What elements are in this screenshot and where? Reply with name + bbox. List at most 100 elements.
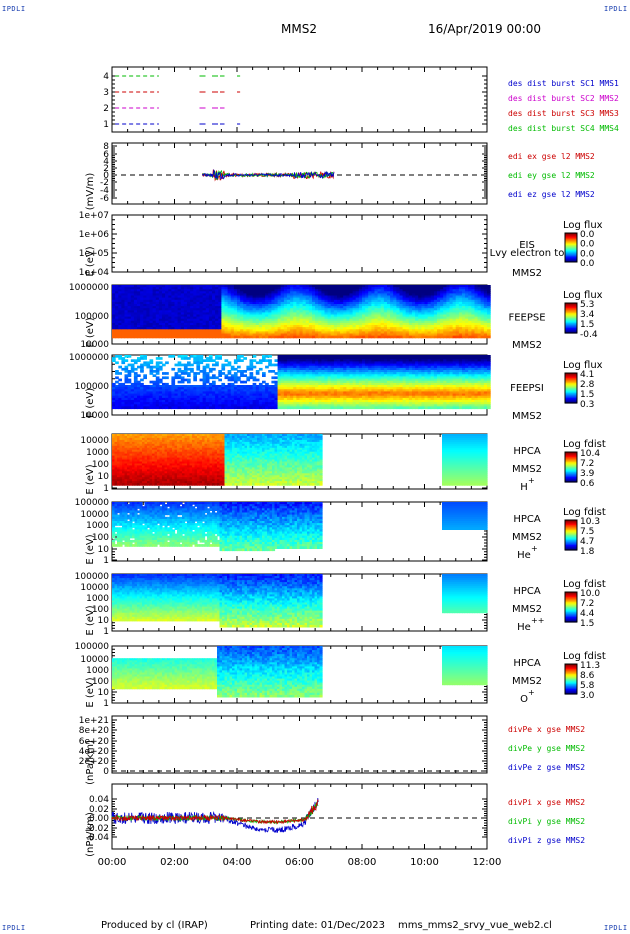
spectro-cell-feepse — [180, 310, 185, 313]
spectro-cell-feepsi — [227, 370, 232, 373]
spectro-cell-feepsi — [168, 385, 172, 388]
spectro-cell-feepse — [158, 297, 163, 301]
spectro-cell-feepse — [299, 327, 304, 330]
spectro-cell-feepse — [449, 314, 454, 318]
spectro-cell-feepse — [208, 318, 213, 322]
spectro-cell-feepse — [243, 285, 247, 288]
spectro-cell-feepse — [465, 289, 469, 292]
spectro-cell-feepsi — [262, 357, 266, 360]
ytick-label-eis: 1e+05 — [79, 249, 109, 259]
spectro-cell-feepsi — [246, 395, 251, 399]
spectro-cell-feepse — [468, 312, 472, 316]
spectro-cell-feepse — [393, 293, 397, 297]
spectro-cell-feepse — [262, 314, 266, 318]
spectro-cell-feepse — [230, 329, 235, 332]
spectro-cell-feepse — [383, 329, 388, 332]
spectro-cell-feepsi — [177, 404, 182, 407]
spectro-cell-feepse — [452, 289, 457, 292]
spectro-cell-feepse — [215, 295, 219, 299]
spectro-cell-feepsi — [258, 385, 263, 388]
spectro-cell-feepse — [330, 297, 335, 301]
spectro-cell-feepse — [115, 327, 119, 330]
spectro-cell-feepse — [143, 322, 147, 326]
spectro-cell-feepsi — [227, 376, 232, 380]
spectro-cell-feepse — [465, 318, 469, 322]
spectro-cell-feepse — [299, 293, 304, 297]
spectro-cell-feepse — [440, 318, 444, 322]
spectro-cell-feepse — [212, 293, 216, 297]
spectro-cell-feepse — [374, 325, 379, 328]
spectro-cell-feepse — [262, 325, 266, 328]
spectro-cell-feepsi — [233, 393, 238, 397]
spectro-cell-feepse — [137, 333, 141, 337]
spectro-cell-feepse — [321, 318, 326, 322]
spectro-cell-feepse — [415, 304, 419, 307]
spectro-cell-feepse — [327, 285, 332, 288]
spectro-cell-feepse — [487, 318, 491, 322]
spectro-cell-feepse — [405, 318, 410, 322]
spectro-cell-feepse — [330, 310, 335, 313]
spectro-cell-feepse — [130, 301, 135, 305]
spectro-cell-feepse — [162, 312, 166, 316]
spectro-cell-feepsi — [262, 389, 266, 392]
spectro-cell-feepse — [237, 325, 241, 328]
spectro-cell-feepse — [468, 304, 472, 307]
spectro-cell-feepsi — [190, 402, 194, 405]
spectro-cell-feepse — [412, 335, 416, 339]
spectro-cell-feepse — [171, 299, 176, 303]
spectro-cell-feepse — [308, 316, 313, 320]
spectro-cell-feepse — [312, 301, 316, 305]
spectro-cell-feepse — [249, 293, 254, 297]
spectro-cell-feepse — [415, 299, 419, 303]
spectro-cell-feepse — [399, 304, 404, 307]
spectro-cell-feepse — [202, 322, 207, 326]
spectro-cell-feepsi — [183, 367, 188, 371]
spectro-cell-feepse — [243, 295, 247, 299]
ytick-label-divpe: 0 — [103, 767, 109, 777]
spectro-cell-feepse — [240, 327, 244, 330]
spectro-cell-feepse — [265, 293, 269, 297]
spectro-cell-feepse — [455, 322, 460, 326]
spectro-cell-feepse — [121, 301, 126, 305]
spectro-cell-feepsi — [118, 402, 122, 405]
spectro-cell-feepse — [352, 293, 357, 297]
spectro-cell-feepse — [127, 322, 132, 326]
spectro-cell-feepsi — [202, 395, 207, 399]
spectro-cell-feepse — [237, 295, 241, 299]
spectro-cell-feepsi — [137, 359, 141, 362]
spectro-cell-feepse — [483, 291, 488, 294]
spectro-cell-feepsi — [130, 402, 135, 405]
spectro-cell-feepsi — [252, 355, 257, 358]
spectro-cell-feepse — [421, 316, 426, 320]
spectro-cell-feepse — [133, 304, 138, 307]
spectro-cell-feepsi — [233, 374, 238, 377]
spectro-cell-feepse — [190, 293, 194, 297]
spectro-cell-feepse — [130, 287, 135, 290]
spectro-cell-feepse — [302, 314, 307, 318]
spectro-cell-feepse — [255, 291, 260, 294]
spectro-cell-feepsi — [262, 402, 266, 405]
spectro-cell-feepse — [230, 320, 235, 324]
spectro-cell-feepse — [183, 325, 188, 328]
spectro-cell-feepse — [365, 322, 369, 326]
spectro-cell-feepse — [418, 333, 422, 337]
spectro-cell-feepsi — [187, 363, 191, 367]
spectro-cell-feepsi — [155, 363, 160, 367]
spectro-cell-feepse — [287, 331, 291, 335]
spectro-cell-feepse — [255, 329, 260, 332]
spectro-cell-feepse — [290, 318, 294, 322]
spectro-cell-feepse — [365, 295, 369, 299]
spectro-cell-feepse — [452, 308, 457, 311]
spectro-cell-feepsi — [162, 402, 166, 405]
spectro-cell-feepsi — [127, 378, 132, 382]
spectro-cell-feepsi — [158, 402, 163, 405]
spectro-cell-feepse — [383, 316, 388, 320]
spectro-cell-feepse — [421, 297, 426, 301]
spectro-cell-feepse — [149, 299, 154, 303]
spectro-cell-feepsi — [112, 404, 116, 407]
spectro-cell-feepse — [387, 289, 391, 292]
spectro-cell-feepse — [246, 291, 251, 294]
spectro-cell-feepse — [437, 304, 441, 307]
spectro-cell-feepse — [315, 289, 319, 292]
spectro-cell-feepse — [315, 304, 319, 307]
